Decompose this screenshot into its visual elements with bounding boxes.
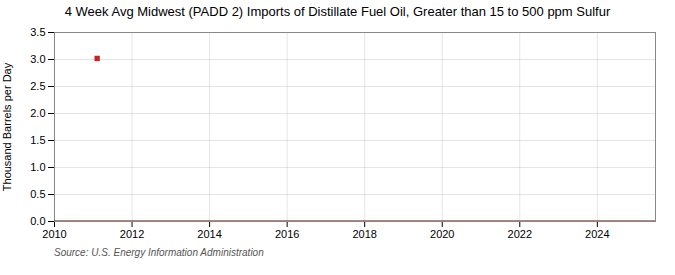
svg-text:3.5: 3.5	[30, 26, 45, 38]
svg-text:2020: 2020	[430, 228, 454, 240]
html-text:4 Week Avg Midwest (PADD 2) Im: 4 Week Avg Midwest (PADD 2) Imports of D…	[64, 4, 611, 19]
svg-text:2014: 2014	[197, 228, 221, 240]
svg-text:2018: 2018	[352, 228, 376, 240]
svg-text:2.0: 2.0	[30, 107, 45, 119]
svg-text:0.0: 0.0	[30, 215, 45, 227]
svg-text:2016: 2016	[275, 228, 299, 240]
svg-text:Thousand Barrels per Day: Thousand Barrels per Day	[1, 62, 13, 191]
html-text:Source: U.S. Energy Informatio: Source: U.S. Energy Information Administ…	[54, 246, 264, 258]
svg-text:3.0: 3.0	[30, 53, 45, 65]
svg-text:0.5: 0.5	[30, 188, 45, 200]
svg-text:2024: 2024	[585, 228, 609, 240]
svg-text:1.5: 1.5	[30, 134, 45, 146]
svg-text:2012: 2012	[120, 228, 144, 240]
svg-text:1.0: 1.0	[30, 161, 45, 173]
svg-text:2.5: 2.5	[30, 80, 45, 92]
svg-text:2010: 2010	[42, 228, 66, 240]
svg-text:2022: 2022	[508, 228, 532, 240]
